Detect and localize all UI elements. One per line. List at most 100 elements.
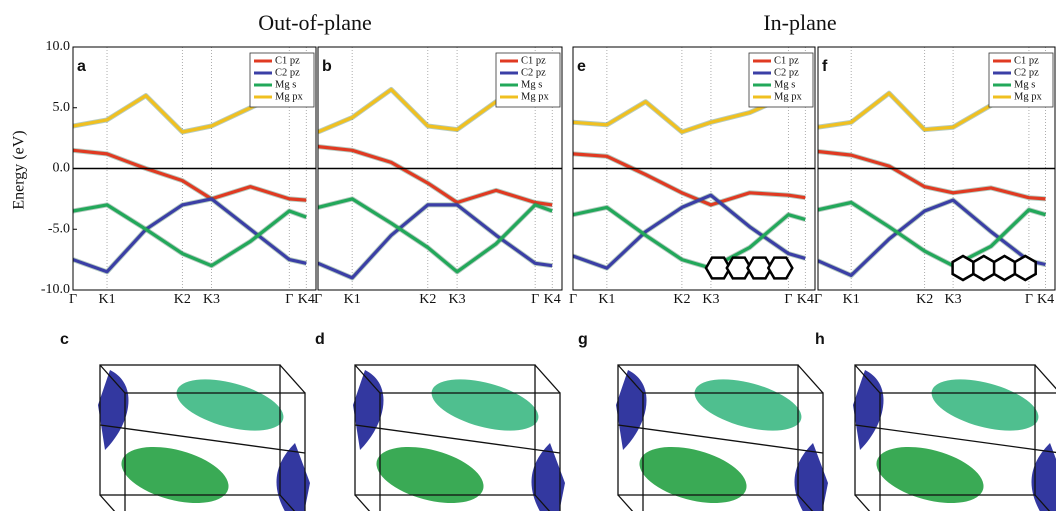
group-title: Out-of-plane: [258, 10, 372, 35]
legend-label: C2 pz: [521, 67, 546, 78]
fermi-pocket: [171, 370, 289, 441]
bz-edge: [618, 425, 823, 453]
bz-edge: [355, 495, 380, 511]
fermi-pocket: [870, 437, 989, 511]
legend-label: C2 pz: [275, 67, 300, 78]
band-line: [318, 199, 552, 272]
legend-label: Mg px: [1014, 91, 1042, 102]
legend-label: C2 pz: [1014, 67, 1039, 78]
panel-label: c: [60, 331, 69, 348]
y-tick-label: -10.0: [41, 282, 70, 297]
x-tick-label: K4: [797, 292, 814, 307]
fermi-pocket: [115, 437, 234, 511]
band-line: [318, 147, 552, 205]
x-tick-label: K3: [449, 292, 466, 307]
y-tick-label: 5.0: [53, 100, 71, 115]
x-tick-label: Γ: [69, 292, 77, 307]
x-tick-label: Γ: [285, 292, 293, 307]
panel-label: h: [815, 331, 825, 348]
bz-edge: [280, 365, 305, 393]
figure: Out-of-plane In-plane Energy (eV) Γ K1 K2 K…: [0, 0, 1056, 511]
band-line: [573, 154, 805, 205]
x-tick-label: Γ: [569, 292, 577, 307]
fermi-surface: [353, 365, 565, 511]
fermi-pocket: [370, 437, 489, 511]
x-tick-label: K4: [298, 292, 315, 307]
fermi-surface: [98, 365, 310, 511]
legend-label: Mg px: [774, 91, 802, 102]
x-tick-label: K3: [945, 292, 962, 307]
x-tick-label: K2: [673, 292, 690, 307]
x-tick-label: Γ: [814, 292, 822, 307]
legend-label: Mg s: [1014, 79, 1035, 90]
honeycomb-icon: [1015, 256, 1036, 280]
legend-label: Mg px: [275, 91, 303, 102]
legend-label: Mg s: [774, 79, 795, 90]
bz-edge: [855, 425, 1056, 453]
x-tick-label: K3: [702, 292, 719, 307]
bz-edge: [618, 495, 643, 511]
x-tick-label: K4: [1037, 292, 1054, 307]
fermi-pocket: [426, 370, 544, 441]
bz-edge: [798, 365, 823, 393]
x-tick-label: K2: [419, 292, 436, 307]
honeycomb-icon: [953, 256, 974, 280]
fermi-pocket: [633, 437, 752, 511]
x-tick-label: Γ: [784, 292, 792, 307]
x-tick-label: K1: [344, 292, 361, 307]
x-tick-label: K3: [203, 292, 220, 307]
legend-label: Mg px: [521, 91, 549, 102]
x-tick-label: K2: [916, 292, 933, 307]
x-tick-label: K2: [174, 292, 191, 307]
legend-label: Mg s: [521, 79, 542, 90]
group-title: In-plane: [763, 10, 836, 35]
y-tick-label: -5.0: [48, 221, 70, 236]
x-tick-label: Γ: [314, 292, 322, 307]
bz-sheet: [98, 370, 129, 450]
panel-label: e: [577, 58, 586, 75]
y-axis-label: Energy (eV): [11, 130, 28, 209]
band-outline: [318, 205, 552, 278]
honeycomb-icon: [973, 256, 994, 280]
y-tick-label: 0.0: [53, 161, 71, 176]
fermi-pocket: [926, 370, 1044, 441]
bz-edge: [855, 495, 880, 511]
fermi-surface: [616, 365, 828, 511]
legend-label: C2 pz: [774, 67, 799, 78]
panel-label: b: [322, 58, 332, 75]
band-line: [73, 199, 306, 272]
panel-label: g: [578, 331, 588, 348]
legend-label: C1 pz: [275, 55, 300, 66]
y-tick-label: 10.0: [46, 39, 71, 54]
x-tick-label: Γ: [1025, 292, 1033, 307]
bz-edge: [355, 425, 560, 453]
band-outline: [73, 199, 306, 272]
bz-sheet: [616, 370, 647, 450]
x-tick-label: K1: [843, 292, 860, 307]
bz-sheet: [853, 370, 884, 450]
band-line: [818, 203, 1046, 266]
x-tick-label: K4: [544, 292, 561, 307]
legend-label: Mg s: [275, 79, 296, 90]
band-outline: [318, 199, 552, 272]
fermi-pocket: [689, 370, 807, 441]
x-tick-label: K1: [98, 292, 115, 307]
x-tick-label: Γ: [531, 292, 539, 307]
x-tick-label: K1: [598, 292, 615, 307]
band-line: [573, 207, 805, 268]
bz-edge: [1035, 365, 1056, 393]
bz-edge: [100, 425, 305, 453]
legend-label: C1 pz: [1014, 55, 1039, 66]
panel-label: a: [77, 58, 86, 75]
band-line: [318, 205, 552, 278]
panel-label: d: [315, 331, 325, 348]
honeycomb-icon: [768, 258, 792, 279]
bz-sheet: [353, 370, 384, 450]
bz-edge: [535, 365, 560, 393]
band-line: [73, 150, 306, 200]
fermi-surface: [853, 365, 1056, 511]
band-line: [73, 205, 306, 266]
panel-label: f: [822, 58, 828, 75]
legend-label: C1 pz: [774, 55, 799, 66]
legend-label: C1 pz: [521, 55, 546, 66]
